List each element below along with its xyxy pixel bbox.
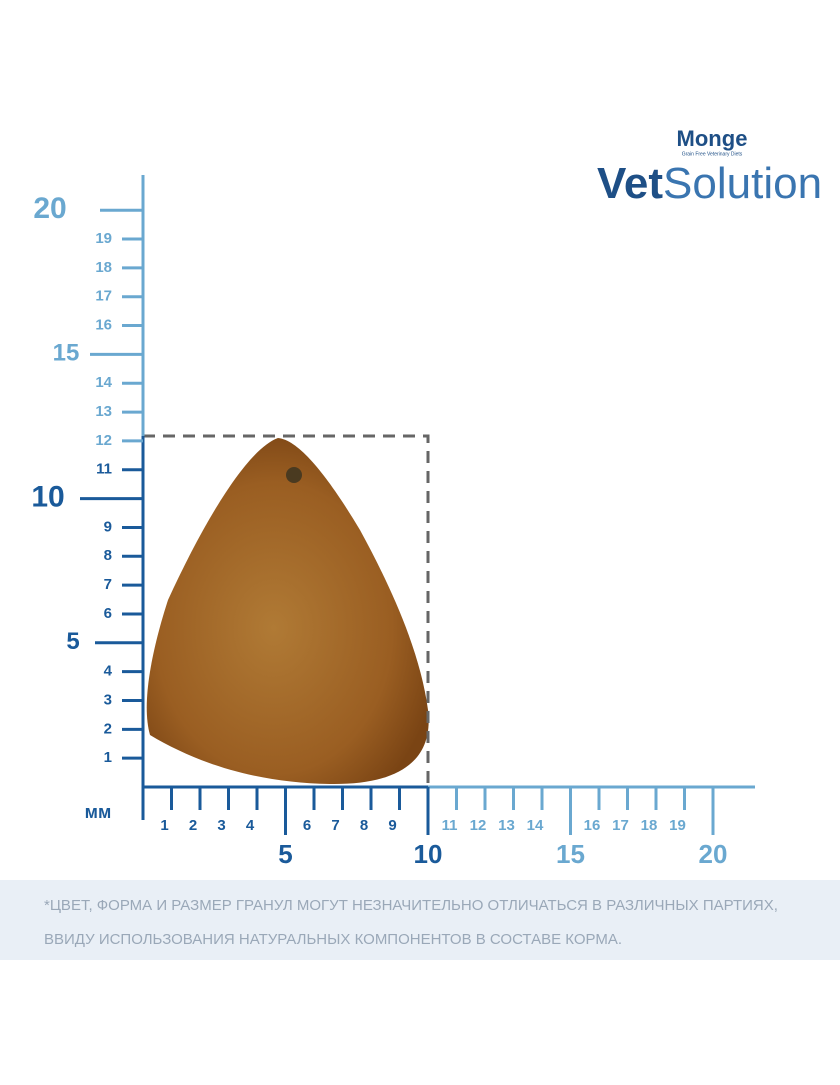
h-tick-label: 1 xyxy=(160,817,168,834)
h-tick-label: 7 xyxy=(331,817,339,834)
v-tick-label: 17 xyxy=(95,288,112,305)
h-tick-label: 14 xyxy=(527,817,544,834)
v-tick-label: 18 xyxy=(95,259,112,276)
v-major-label: 15 xyxy=(53,340,80,367)
product-light: Solution xyxy=(663,159,822,208)
unit-label: мм xyxy=(85,802,112,822)
h-major-label: 10 xyxy=(414,839,443,869)
v-tick-label: 4 xyxy=(104,663,113,680)
h-tick-label: 8 xyxy=(360,817,368,834)
h-tick-label: 11 xyxy=(442,817,458,834)
v-major-label: 5 xyxy=(66,628,79,655)
v-tick-label: 16 xyxy=(95,317,112,334)
h-major-label: 15 xyxy=(556,839,585,869)
h-tick-label: 4 xyxy=(246,817,255,834)
v-tick-label: 13 xyxy=(95,403,112,420)
brand: Monge xyxy=(677,126,748,151)
h-tick-label: 3 xyxy=(217,817,225,834)
size-outline xyxy=(143,434,430,787)
disclaimer-line: ВВИДУ ИСПОЛЬЗОВАНИЯ НАТУРАЛЬНЫХ КОМПОНЕН… xyxy=(44,931,622,948)
h-tick-label: 18 xyxy=(641,817,658,834)
v-tick-label: 11 xyxy=(96,461,112,478)
h-major-label: 5 xyxy=(278,839,292,869)
v-tick-label: 12 xyxy=(95,432,112,449)
disclaimer-line: *ЦВЕТ, ФОРМА И РАЗМЕР ГРАНУЛ МОГУТ НЕЗНА… xyxy=(44,897,778,914)
v-tick-label: 1 xyxy=(104,749,112,766)
kibble xyxy=(146,438,429,785)
v-tick-label: 19 xyxy=(95,230,112,247)
product-name: VetSolution xyxy=(597,159,822,208)
h-tick-label: 17 xyxy=(612,817,629,834)
h-tick-label: 9 xyxy=(388,817,396,834)
h-tick-label: 6 xyxy=(303,817,311,834)
h-tick-label: 16 xyxy=(584,817,601,834)
h-tick-label: 19 xyxy=(669,817,686,834)
h-tick-label: 13 xyxy=(498,817,515,834)
h-tick-label: 2 xyxy=(189,817,197,834)
v-tick-label: 2 xyxy=(104,720,112,737)
kibble-spot xyxy=(286,467,302,483)
h-major-label: 20 xyxy=(699,839,728,869)
product-bold: Vet xyxy=(597,159,663,208)
v-tick-label: 3 xyxy=(104,691,112,708)
v-tick-label: 9 xyxy=(104,518,112,535)
tagline: Grain Free Veterinary Diets xyxy=(682,151,743,157)
v-major-label: 10 xyxy=(31,481,64,514)
disclaimer-band xyxy=(0,880,840,960)
v-tick-label: 6 xyxy=(104,605,112,622)
v-tick-label: 8 xyxy=(104,547,112,564)
v-tick-label: 14 xyxy=(95,374,112,391)
v-tick-label: 7 xyxy=(104,576,112,593)
v-major-label: 20 xyxy=(33,192,66,225)
h-tick-label: 12 xyxy=(470,817,487,834)
